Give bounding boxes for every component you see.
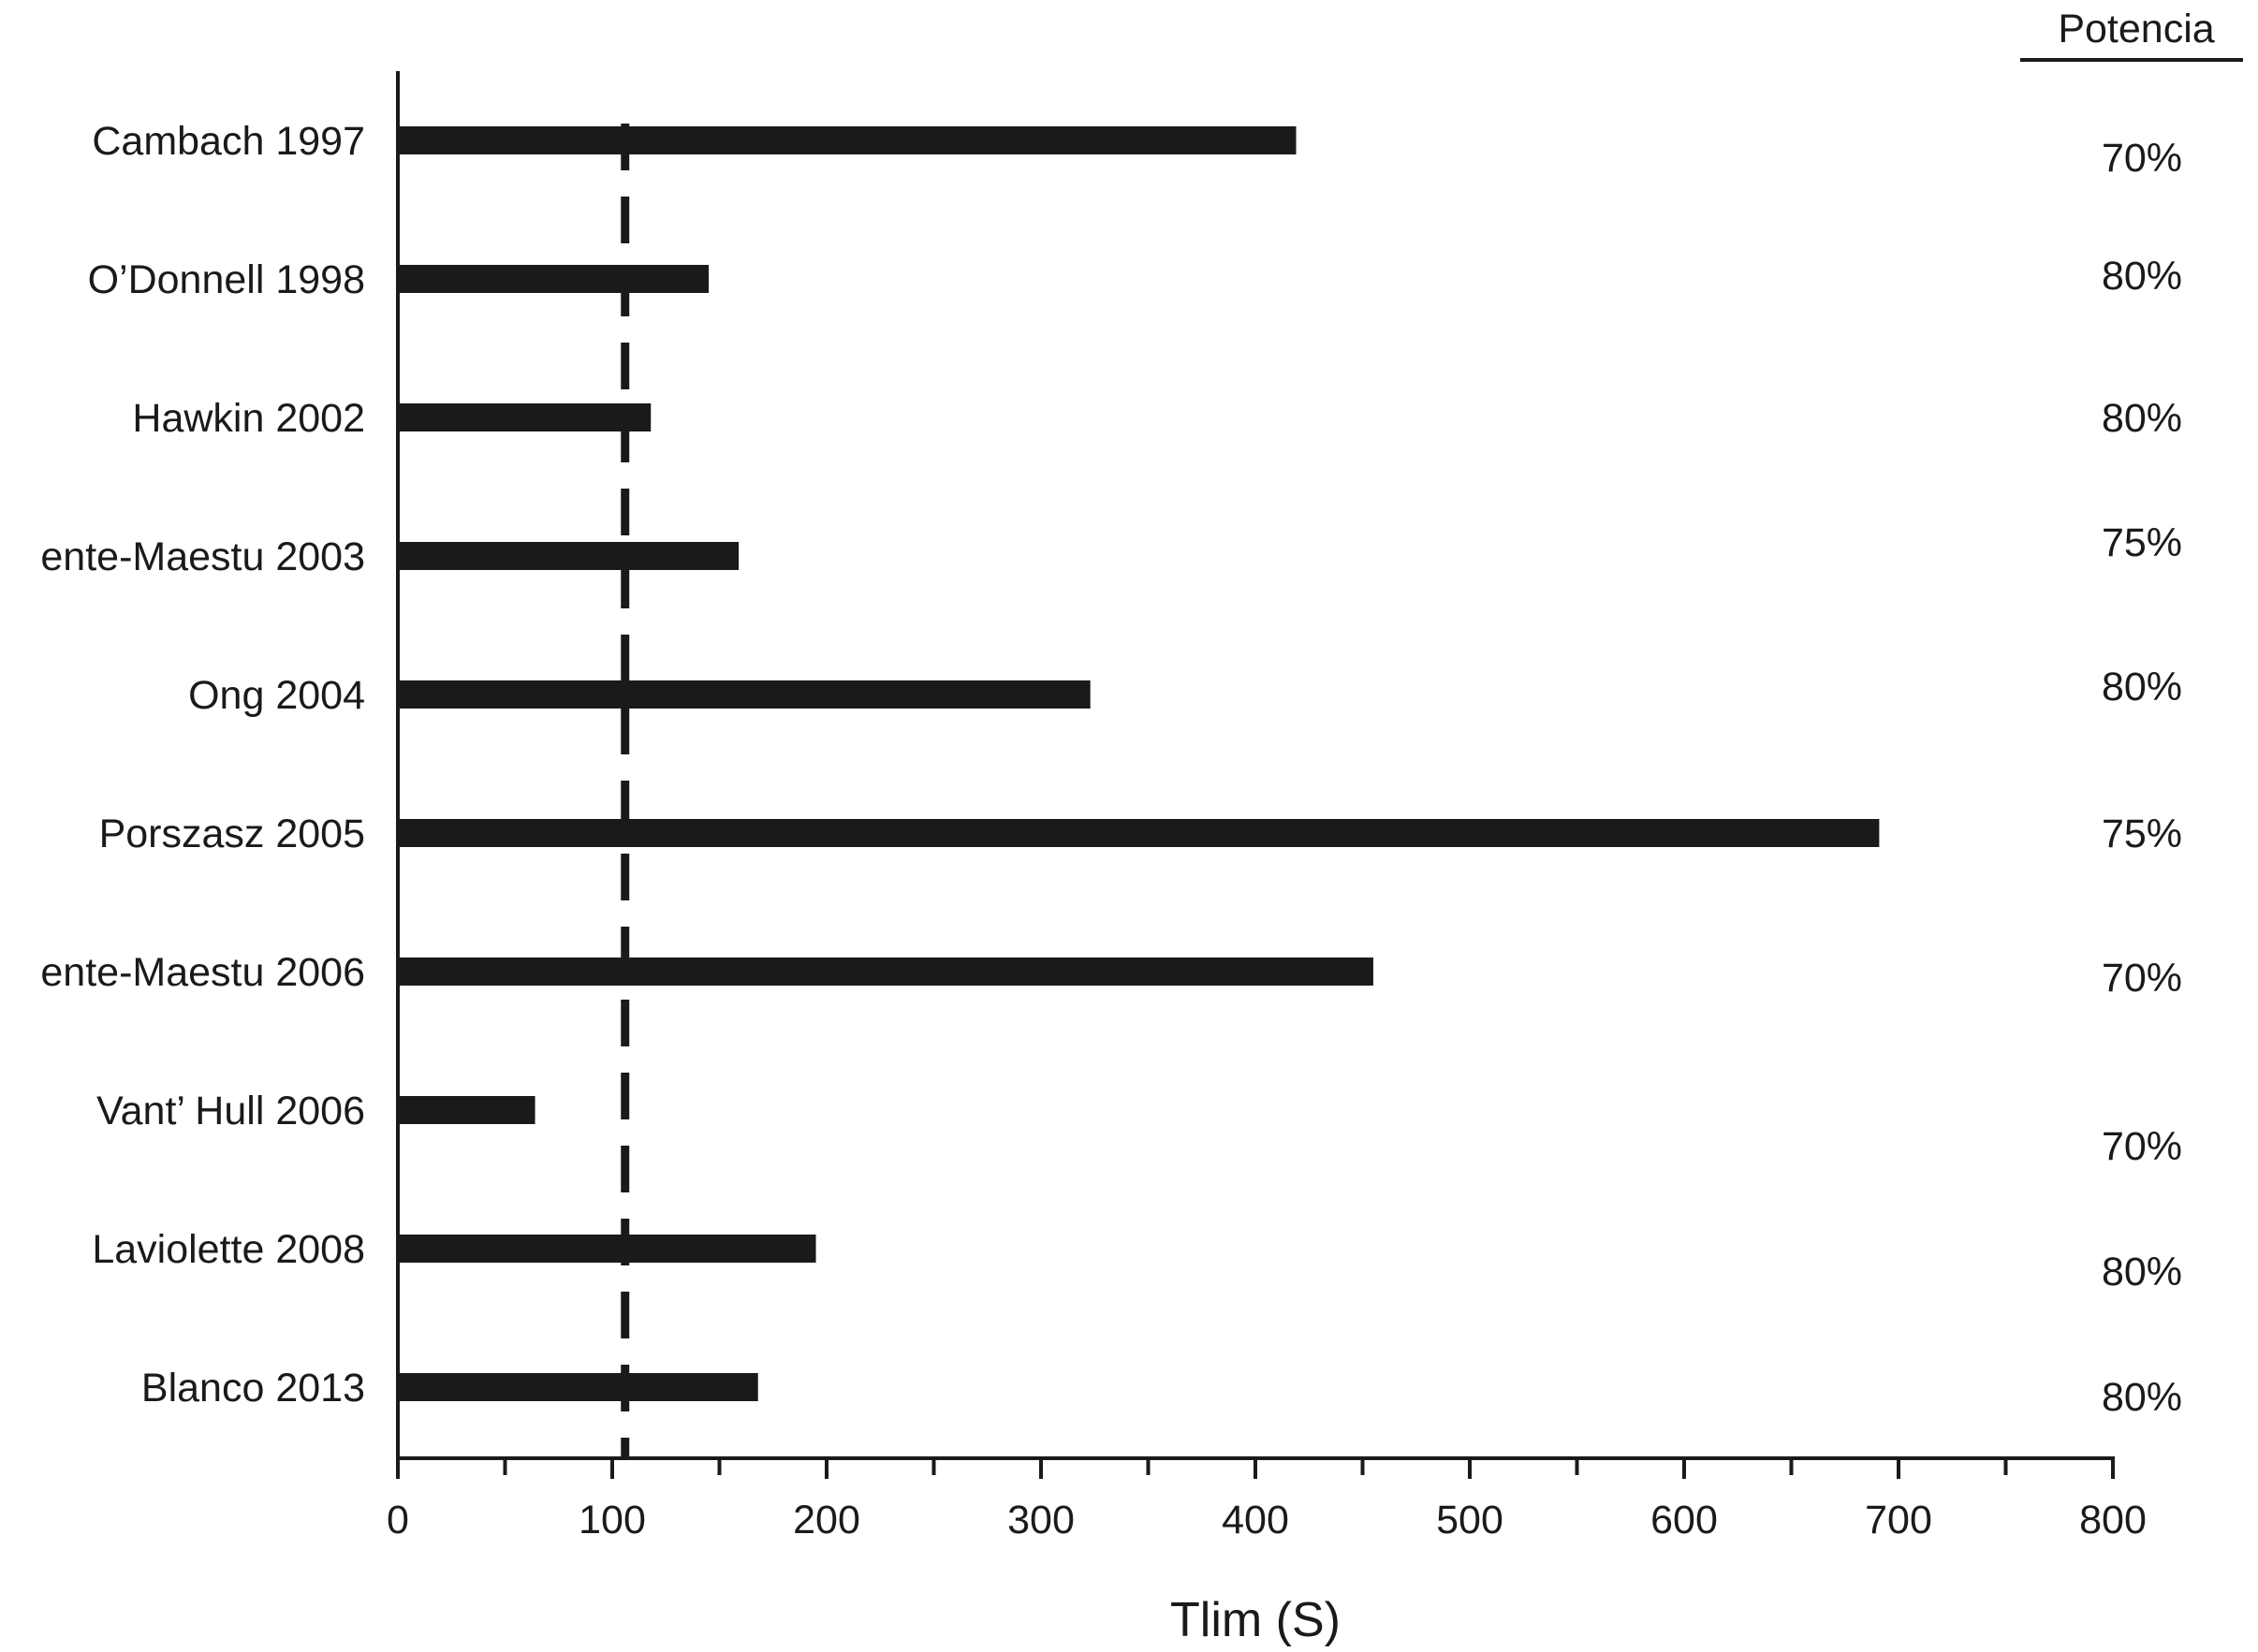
x-axis-title: Tlim (S) <box>1170 1593 1341 1647</box>
bars-group <box>398 126 1880 1401</box>
potencia-value: 80% <box>2102 1375 2182 1420</box>
category-label: ente-Maestu 2003 <box>40 534 365 579</box>
potencia-value: 80% <box>2102 665 2182 709</box>
category-label: Cambach 1997 <box>92 119 365 164</box>
x-tick-label: 800 <box>2079 1498 2147 1542</box>
x-tick-label: 0 <box>387 1498 409 1542</box>
category-label: ente-Maestu 2006 <box>40 950 365 995</box>
bar <box>398 819 1880 847</box>
x-tick-label: 300 <box>1007 1498 1075 1542</box>
potencia-values-group: 70% 80% 80% 75% 80% 75% 70% 70% 80% 80% <box>2102 136 2182 1420</box>
x-tick-label: 700 <box>1865 1498 1932 1542</box>
category-label: Porszasz 2005 <box>99 811 365 856</box>
bar <box>398 958 1373 986</box>
potencia-value: 70% <box>2102 956 2182 1001</box>
category-label: Hawkin 2002 <box>132 396 365 441</box>
potencia-header: Potencia <box>2058 7 2214 51</box>
category-labels-group: Cambach 1997 O’Donnell 1998 Hawkin 2002 ent… <box>40 119 365 1411</box>
potencia-value: 80% <box>2102 254 2182 299</box>
category-label: Blanco 2013 <box>141 1366 365 1411</box>
bar <box>398 403 652 431</box>
x-tick-label: 500 <box>1436 1498 1503 1542</box>
x-tick-label: 100 <box>579 1498 646 1542</box>
bar <box>398 1373 758 1401</box>
bar <box>398 1235 816 1263</box>
category-label: O’Donnell 1998 <box>88 257 365 302</box>
x-tick-label: 400 <box>1222 1498 1289 1542</box>
category-label: Ong 2004 <box>188 673 365 718</box>
x-tick-label: 200 <box>793 1498 860 1542</box>
bar <box>398 126 1297 154</box>
category-label: Laviolette 2008 <box>92 1227 365 1272</box>
potencia-value: 70% <box>2102 136 2182 181</box>
x-ticks-group: 0 100 200 300 400 500 600 700 800 <box>387 1458 2147 1542</box>
potencia-value: 70% <box>2102 1124 2182 1169</box>
bar <box>398 1096 535 1124</box>
category-label: Vant’ Hull 2006 <box>96 1089 365 1133</box>
bar <box>398 542 740 570</box>
potencia-value: 75% <box>2102 520 2182 565</box>
potencia-header-group: Potencia <box>2020 7 2243 62</box>
potencia-value: 75% <box>2102 811 2182 856</box>
bar <box>398 265 710 293</box>
potencia-value: 80% <box>2102 1250 2182 1294</box>
bar <box>398 680 1091 709</box>
x-tick-label: 600 <box>1650 1498 1718 1542</box>
potencia-value: 80% <box>2102 396 2182 441</box>
